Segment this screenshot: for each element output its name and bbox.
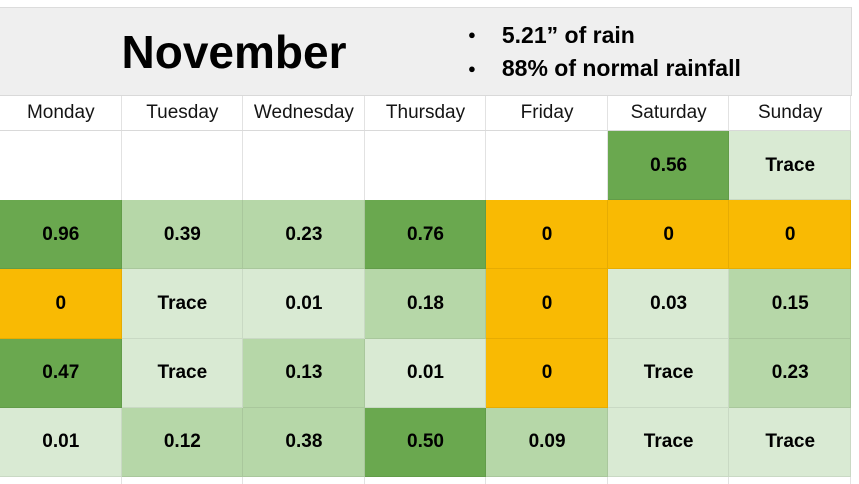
sheet-header-band: November ● 5.21” of rain ● 88% of normal ra… — [0, 7, 852, 96]
calendar-cell[interactable]: 0.01 — [364, 338, 487, 408]
week-row-3: 0 Trace 0.01 0.18 0 0.03 0.15 — [0, 269, 851, 339]
calendar-cell[interactable]: 0 — [486, 269, 608, 339]
week-row-5: 0.01 0.12 0.38 0.50 0.09 Trace Trace — [0, 407, 851, 477]
month-title: November — [121, 25, 347, 78]
calendar-cell[interactable]: 0.12 — [121, 407, 244, 477]
calendar-cell-cutoff[interactable] — [121, 476, 244, 484]
calendar-cell[interactable]: 0.50 — [364, 407, 487, 477]
calendar-cell[interactable]: 0.13 — [243, 338, 365, 408]
calendar-cell[interactable]: 0 — [486, 338, 608, 408]
calendar-cell[interactable] — [0, 131, 122, 201]
calendar-cell[interactable]: 0 — [0, 269, 122, 339]
calendar-cell[interactable]: 0.03 — [607, 269, 730, 339]
calendar-cell[interactable] — [364, 131, 487, 201]
day-header-saturday[interactable]: Saturday — [608, 96, 730, 130]
calendar-cell[interactable]: 0 — [607, 200, 730, 270]
calendar-cell[interactable]: 0.38 — [243, 407, 365, 477]
day-header-row: Monday Tuesday Wednesday Thursday Friday Satu… — [0, 96, 851, 131]
header-bullet-1: ● 5.21” of rain — [468, 22, 741, 48]
calendar-cell[interactable]: 0.47 — [0, 338, 122, 408]
calendar-cell-cutoff[interactable] — [243, 476, 365, 484]
calendar-cell[interactable] — [486, 131, 608, 201]
calendar-cell[interactable]: Trace — [729, 407, 851, 477]
calendar-cell[interactable]: 0.56 — [607, 131, 730, 201]
calendar-cell[interactable]: 0.23 — [729, 338, 851, 408]
bullet-dot-icon: ● — [468, 60, 476, 76]
calendar-cell[interactable]: 0.01 — [243, 269, 365, 339]
day-header-wednesday[interactable]: Wednesday — [243, 96, 365, 130]
calendar-cell[interactable]: 0.39 — [121, 200, 244, 270]
day-header-sunday[interactable]: Sunday — [729, 96, 851, 130]
calendar-cell[interactable]: Trace — [121, 338, 244, 408]
calendar-cell-cutoff[interactable] — [0, 476, 122, 484]
top-margin — [0, 0, 859, 7]
calendar-cell[interactable] — [121, 131, 244, 201]
day-header-thursday[interactable]: Thursday — [365, 96, 487, 130]
calendar-cell-cutoff[interactable] — [607, 476, 730, 484]
header-bullets: ● 5.21” of rain ● 88% of normal rainfall — [468, 22, 741, 82]
calendar-table: Monday Tuesday Wednesday Thursday Friday Satu… — [0, 96, 851, 484]
calendar-cell-cutoff[interactable] — [729, 476, 851, 484]
header-bullet-text: 5.21” of rain — [501, 21, 635, 48]
calendar-cell-cutoff[interactable] — [486, 476, 608, 484]
week-row-1: 0.56 Trace — [0, 131, 851, 201]
calendar-cell[interactable]: 0.18 — [364, 269, 487, 339]
day-header-tuesday[interactable]: Tuesday — [122, 96, 244, 130]
day-header-friday[interactable]: Friday — [486, 96, 608, 130]
calendar-cell[interactable]: 0 — [729, 200, 851, 270]
calendar-cell[interactable]: 0.96 — [0, 200, 122, 270]
calendar-cell-cutoff[interactable] — [364, 476, 487, 484]
calendar-cell[interactable]: 0.01 — [0, 407, 122, 477]
header-bullet-text: 88% of normal rainfall — [501, 55, 741, 81]
calendar-cell[interactable]: Trace — [729, 131, 851, 201]
title-wrap: November — [0, 29, 468, 75]
week-row-2: 0.96 0.39 0.23 0.76 0 0 0 — [0, 200, 851, 270]
day-header-monday[interactable]: Monday — [0, 96, 122, 130]
cutoff-row — [0, 476, 851, 484]
calendar-cell[interactable]: Trace — [121, 269, 244, 339]
calendar-cell[interactable] — [243, 131, 365, 201]
calendar-cell[interactable]: Trace — [607, 338, 730, 408]
bullet-dot-icon: ● — [468, 27, 476, 43]
calendar-cell[interactable]: 0.09 — [486, 407, 608, 477]
calendar-cell[interactable]: 0.23 — [243, 200, 365, 270]
header-bullet-2: ● 88% of normal rainfall — [468, 55, 741, 81]
calendar-cell[interactable]: Trace — [607, 407, 730, 477]
calendar-cell[interactable]: 0.15 — [729, 269, 851, 339]
calendar-cell[interactable]: 0 — [486, 200, 608, 270]
week-row-4: 0.47 Trace 0.13 0.01 0 Trace 0.23 — [0, 338, 851, 408]
calendar-cell[interactable]: 0.76 — [364, 200, 487, 270]
calendar-weeks: 0.56 Trace 0.96 0.39 0.23 0.76 0 0 0 0 Trace 0.01 0.… — [0, 131, 851, 477]
